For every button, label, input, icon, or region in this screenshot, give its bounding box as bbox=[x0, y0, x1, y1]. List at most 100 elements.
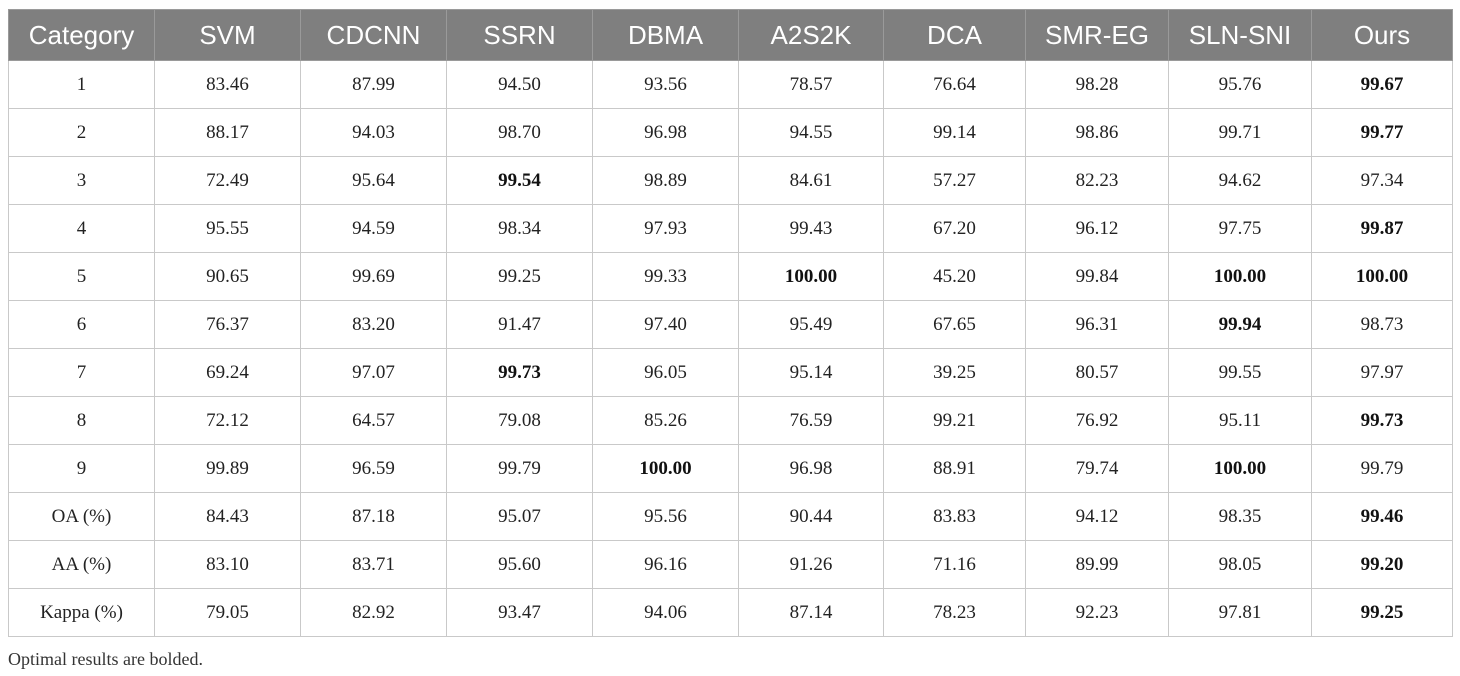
table-cell: 72.49 bbox=[154, 156, 301, 205]
table-cell: 97.81 bbox=[1168, 588, 1312, 637]
column-header: A2S2K bbox=[738, 9, 884, 61]
table-cell: 83.20 bbox=[300, 300, 447, 349]
table-cell: 96.59 bbox=[300, 444, 447, 493]
results-table: Category SVM CDCNN SSRN DBMA A2S2K DCA SMR-EG SL… bbox=[8, 9, 1453, 637]
table-cell: 80.57 bbox=[1025, 348, 1169, 397]
table-cell: 99.43 bbox=[738, 204, 884, 253]
table-cell: 79.05 bbox=[154, 588, 301, 637]
table-header: Category SVM CDCNN SSRN DBMA A2S2K DCA SMR-EG SL… bbox=[8, 9, 1453, 61]
table-cell: 87.18 bbox=[300, 492, 447, 541]
table-cell: 95.55 bbox=[154, 204, 301, 253]
table-cell: 99.25 bbox=[1311, 588, 1453, 637]
table-cell: 98.35 bbox=[1168, 492, 1312, 541]
table-cell: 76.37 bbox=[154, 300, 301, 349]
table-cell: 72.12 bbox=[154, 396, 301, 445]
table-row: Kappa (%) 79.05 82.92 93.47 94.06 87.14 78.23 9… bbox=[8, 588, 1453, 637]
column-header: Ours bbox=[1311, 9, 1453, 61]
table-cell: 100.00 bbox=[738, 252, 884, 301]
table-cell: 95.14 bbox=[738, 348, 884, 397]
row-label-cell: 6 bbox=[8, 300, 155, 349]
table-cell: 95.11 bbox=[1168, 396, 1312, 445]
table-cell: 84.43 bbox=[154, 492, 301, 541]
table-cell: 64.57 bbox=[300, 396, 447, 445]
table-cell: 67.20 bbox=[883, 204, 1026, 253]
table-cell: 76.92 bbox=[1025, 396, 1169, 445]
table-row: 5 90.65 99.69 99.25 99.33 100.00 45.20 99.84 100… bbox=[8, 252, 1453, 301]
table-row: 7 69.24 97.07 99.73 96.05 95.14 39.25 80.57 99.5… bbox=[8, 348, 1453, 397]
table-cell: 98.28 bbox=[1025, 60, 1169, 109]
table-cell: 96.12 bbox=[1025, 204, 1169, 253]
row-label-cell: 2 bbox=[8, 108, 155, 157]
table-row: 8 72.12 64.57 79.08 85.26 76.59 99.21 76.92 95.1… bbox=[8, 396, 1453, 445]
table-cell: 97.07 bbox=[300, 348, 447, 397]
table-cell: 99.46 bbox=[1311, 492, 1453, 541]
table-cell: 83.46 bbox=[154, 60, 301, 109]
table-cell: 97.97 bbox=[1311, 348, 1453, 397]
table-cell: 94.06 bbox=[592, 588, 739, 637]
row-label-cell: 1 bbox=[8, 60, 155, 109]
table-row: 2 88.17 94.03 98.70 96.98 94.55 99.14 98.86 99.7… bbox=[8, 108, 1453, 157]
column-header: SVM bbox=[154, 9, 301, 61]
table-cell: 96.98 bbox=[592, 108, 739, 157]
table-cell: 69.24 bbox=[154, 348, 301, 397]
table-cell: 88.17 bbox=[154, 108, 301, 157]
table-cell: 98.86 bbox=[1025, 108, 1169, 157]
row-label-cell: 3 bbox=[8, 156, 155, 205]
table-row: AA (%) 83.10 83.71 95.60 96.16 91.26 71.16 89.9… bbox=[8, 540, 1453, 589]
table-cell: 99.84 bbox=[1025, 252, 1169, 301]
table-footnote: Optimal results are bolded. bbox=[8, 649, 203, 669]
row-label-cell: 7 bbox=[8, 348, 155, 397]
table-cell: 98.73 bbox=[1311, 300, 1453, 349]
table-cell: 99.14 bbox=[883, 108, 1026, 157]
column-header: SMR-EG bbox=[1025, 9, 1169, 61]
table-cell: 99.55 bbox=[1168, 348, 1312, 397]
column-header: SSRN bbox=[446, 9, 593, 61]
table-cell: 99.69 bbox=[300, 252, 447, 301]
row-label-cell: 9 bbox=[8, 444, 155, 493]
table-cell: 87.99 bbox=[300, 60, 447, 109]
column-header: CDCNN bbox=[300, 9, 447, 61]
table-cell: 85.26 bbox=[592, 396, 739, 445]
table-cell: 100.00 bbox=[592, 444, 739, 493]
table-cell: 94.03 bbox=[300, 108, 447, 157]
table-cell: 93.56 bbox=[592, 60, 739, 109]
table-cell: 100.00 bbox=[1168, 252, 1312, 301]
table-cell: 90.65 bbox=[154, 252, 301, 301]
table-cell: 99.71 bbox=[1168, 108, 1312, 157]
table-cell: 95.76 bbox=[1168, 60, 1312, 109]
table-cell: 79.08 bbox=[446, 396, 593, 445]
table-cell: 96.05 bbox=[592, 348, 739, 397]
table-cell: 92.23 bbox=[1025, 588, 1169, 637]
table-row: OA (%) 84.43 87.18 95.07 95.56 90.44 83.83 94.1… bbox=[8, 492, 1453, 541]
table-cell: 39.25 bbox=[883, 348, 1026, 397]
table-cell: 99.77 bbox=[1311, 108, 1453, 157]
table-cell: 76.64 bbox=[883, 60, 1026, 109]
table-cell: 99.94 bbox=[1168, 300, 1312, 349]
table-cell: 78.57 bbox=[738, 60, 884, 109]
table-cell: 95.64 bbox=[300, 156, 447, 205]
table-row: 4 95.55 94.59 98.34 97.93 99.43 67.20 96.12 97.7… bbox=[8, 204, 1453, 253]
table-cell: 99.21 bbox=[883, 396, 1026, 445]
row-label-cell: OA (%) bbox=[8, 492, 155, 541]
table-cell: 99.20 bbox=[1311, 540, 1453, 589]
table-cell: 84.61 bbox=[738, 156, 884, 205]
table-cell: 94.50 bbox=[446, 60, 593, 109]
table-cell: 99.54 bbox=[446, 156, 593, 205]
table-cell: 89.99 bbox=[1025, 540, 1169, 589]
table-cell: 91.47 bbox=[446, 300, 593, 349]
row-label-cell: 5 bbox=[8, 252, 155, 301]
table-cell: 88.91 bbox=[883, 444, 1026, 493]
table-cell: 99.25 bbox=[446, 252, 593, 301]
table-cell: 82.92 bbox=[300, 588, 447, 637]
table-cell: 78.23 bbox=[883, 588, 1026, 637]
table-cell: 94.55 bbox=[738, 108, 884, 157]
table-cell: 97.34 bbox=[1311, 156, 1453, 205]
table-cell: 76.59 bbox=[738, 396, 884, 445]
table-cell: 100.00 bbox=[1168, 444, 1312, 493]
table-row: 6 76.37 83.20 91.47 97.40 95.49 67.65 96.31 99.9… bbox=[8, 300, 1453, 349]
table-cell: 99.87 bbox=[1311, 204, 1453, 253]
table-cell: 95.07 bbox=[446, 492, 593, 541]
table-cell: 90.44 bbox=[738, 492, 884, 541]
row-label-cell: 4 bbox=[8, 204, 155, 253]
table-cell: 99.33 bbox=[592, 252, 739, 301]
